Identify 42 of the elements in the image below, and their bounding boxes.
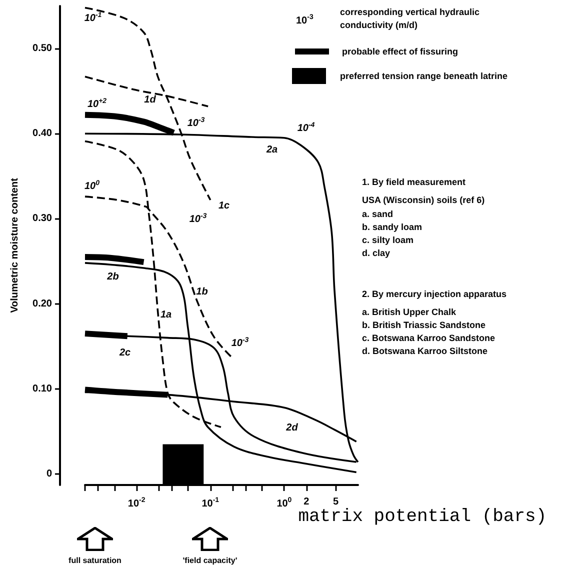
annotation: 1b xyxy=(196,286,208,298)
annotation: 10$^{-3}$ xyxy=(189,212,207,226)
text: d. clay xyxy=(362,248,390,259)
x-tick-label: 2 xyxy=(304,496,310,508)
annotation: 10$^{-3}$ xyxy=(231,336,249,350)
annotation: 10$^{-3}$ xyxy=(187,116,205,130)
annotation: 2d xyxy=(286,422,298,434)
text: full saturation xyxy=(68,555,122,566)
y-tick-label: 0.10 xyxy=(32,383,52,394)
text: USA (Wisconsin) soils (ref 6) xyxy=(362,195,485,206)
annotation: 10$^{-1}$ xyxy=(84,12,102,24)
annotation: 2b xyxy=(107,272,119,282)
annotation: 10$^{0}$ xyxy=(84,180,100,192)
annotation: 1c xyxy=(218,200,230,212)
x-tick-label: 5 xyxy=(333,496,339,508)
legend-label: probable effect of fissuring xyxy=(342,46,458,56)
y-tick-label: 0.40 xyxy=(32,128,52,140)
annotation: corresponding vertical hydraulic conductivity (m/d) xyxy=(340,6,481,32)
y-tick-label: 0.20 xyxy=(32,298,52,310)
text: b. British Triassic Sandstone xyxy=(362,320,486,331)
text: b. sandy loam xyxy=(362,222,422,233)
legend-label: preferred tension range beneath latrine xyxy=(340,71,508,82)
y-axis-title: Volumetric moisture content xyxy=(10,177,20,313)
text: 'field capacity' xyxy=(182,555,238,566)
annotation: 2c xyxy=(119,348,131,358)
text: a. British Upper Chalk xyxy=(362,307,456,318)
x-axis-title: matrix potential (bars) xyxy=(298,507,547,527)
annotation: 2a xyxy=(266,144,278,156)
text: 2. By mercury injection apparatus xyxy=(362,289,507,300)
annotation: 1a xyxy=(160,310,172,320)
annotation: 1d xyxy=(144,94,156,106)
text: a. sand xyxy=(362,209,394,220)
text: d. Botswana Karroo Siltstone xyxy=(362,346,488,357)
text: c. silty loam xyxy=(362,235,414,246)
text: 1. By field measurement xyxy=(362,177,466,188)
y-tick-label: 0.30 xyxy=(32,213,52,224)
annotation: 10$^{+2}$ xyxy=(87,98,107,110)
annotation: 10$^{-4}$ xyxy=(297,122,315,134)
y-tick-label: 0.50 xyxy=(32,43,52,54)
y-tick-label: 0 xyxy=(46,468,52,480)
annotation: 10$^{-3}$ xyxy=(296,13,314,26)
text: c. Botswana Karroo Sandstone xyxy=(362,333,496,344)
